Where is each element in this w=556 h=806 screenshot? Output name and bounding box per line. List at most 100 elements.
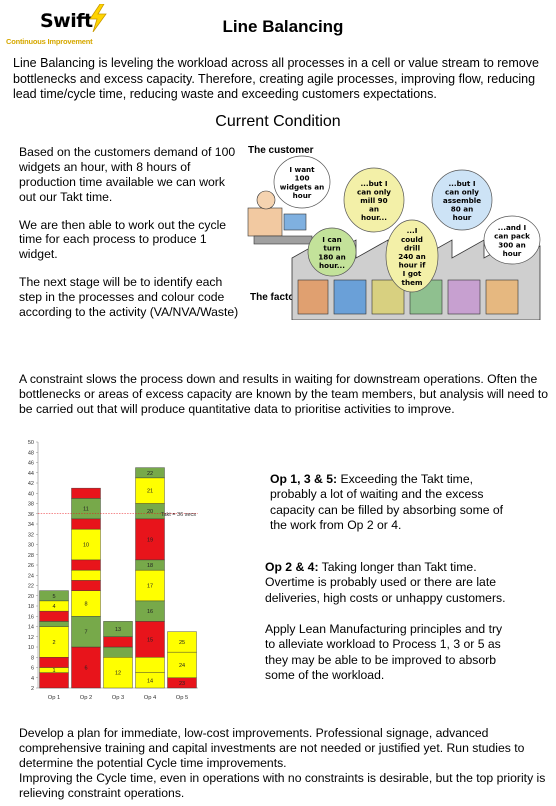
speech-bubble xyxy=(343,167,405,233)
speech-bubble-text: hour... xyxy=(319,261,345,270)
bar-segment xyxy=(135,621,165,658)
y-tick-label: 42 xyxy=(28,481,34,487)
speech-bubble xyxy=(385,219,439,293)
bar-segment xyxy=(103,636,133,648)
y-tick-label: 16 xyxy=(28,614,34,620)
logo-wordmark: Swift xyxy=(40,10,93,32)
y-tick-label: 6 xyxy=(31,666,34,672)
segment-label: 12 xyxy=(115,671,121,677)
speech-bubble xyxy=(307,227,357,277)
segment-label: 23 xyxy=(179,681,185,687)
y-tick-label: 8 xyxy=(31,655,34,661)
speech-bubble-text: 300 an xyxy=(498,240,525,249)
bar-segment xyxy=(71,646,101,689)
customer-figure-icon xyxy=(247,190,313,245)
y-tick-label: 26 xyxy=(28,563,34,569)
speech-bubble-text: can only xyxy=(445,187,479,196)
op-2-4-text: Taking longer than Takt time. Overtime i… xyxy=(265,560,506,605)
y-tick-label: 50 xyxy=(28,440,34,446)
speech-bubble-text: turn xyxy=(323,244,340,253)
factory-windows xyxy=(297,279,519,315)
next-stage-paragraph: The next stage will be to identify each … xyxy=(19,275,239,319)
constraint-paragraph: A constraint slows the process down and … xyxy=(19,372,549,416)
y-tick-label: 24 xyxy=(28,573,34,579)
segment-label: 8 xyxy=(84,601,87,607)
op-1-3-5-text: Exceeding the Takt time, probably a lot … xyxy=(270,472,504,532)
speech-bubble-text: hour xyxy=(503,249,522,258)
intro-paragraph: Line Balancing is leveling the workload … xyxy=(13,56,539,102)
op-1-3-5-label: Op 1, 3 & 5: xyxy=(270,472,338,486)
current-condition-text: Based on the customers demand of 100 wid… xyxy=(19,145,241,333)
bar-segment xyxy=(71,487,101,499)
bar-segment xyxy=(135,657,165,673)
bar-segment xyxy=(167,631,197,653)
x-tick-label: Op 2 xyxy=(80,695,93,701)
speech-bubble-text: ...I xyxy=(407,226,418,235)
segment-label: 10 xyxy=(83,543,89,549)
segment-label: 20 xyxy=(147,509,153,515)
y-tick-label: 30 xyxy=(28,543,34,549)
y-tick-label: 2 xyxy=(31,686,34,692)
speech-bubble-text: ...and I xyxy=(498,223,527,232)
customer-factory-cartoon: The customer The factory I want100widget… xyxy=(247,145,541,320)
apply-lean-note: Apply Lean Manufacturing principles and … xyxy=(265,622,503,682)
segment-label: 11 xyxy=(83,507,89,513)
x-tick-label: Op 5 xyxy=(176,695,189,701)
speech-bubble-text: hour... xyxy=(361,213,387,222)
bar-segment xyxy=(39,672,69,689)
y-tick-label: 38 xyxy=(28,502,34,508)
y-tick-label: 18 xyxy=(28,604,34,610)
speech-bubble-text: an xyxy=(369,205,379,214)
y-tick-label: 4 xyxy=(31,676,34,682)
speech-bubble-text: 100 xyxy=(294,174,309,183)
factory-label: The factory xyxy=(250,292,304,303)
segment-label: 7 xyxy=(84,630,87,636)
y-tick-label: 34 xyxy=(28,522,34,528)
bar-segment xyxy=(39,626,69,658)
bar-segment xyxy=(39,590,69,602)
speech-bubble xyxy=(483,215,541,265)
x-tick-label: Op 4 xyxy=(144,695,157,701)
bar-segment xyxy=(71,616,101,648)
speech-bubble xyxy=(273,155,331,209)
speech-bubble-text: hour xyxy=(293,191,312,200)
y-tick-label: 44 xyxy=(28,471,34,477)
speech-bubble-text: I want xyxy=(289,165,315,174)
priority-paragraph: Improving the Cycle time, even in operat… xyxy=(19,770,546,800)
segment-label: 2 xyxy=(52,640,55,646)
speech-bubble-text: mill 90 xyxy=(360,196,387,205)
speech-bubble-text: hour xyxy=(453,213,472,222)
speech-bubble-text: them xyxy=(402,278,423,287)
bar-segment xyxy=(103,621,133,637)
y-tick-label: 32 xyxy=(28,532,34,538)
takt-label: Takt = 36 secs xyxy=(161,512,197,518)
plan-paragraph: Develop a plan for immediate, low-cost i… xyxy=(19,726,525,770)
speech-bubble-text: widgets an xyxy=(280,182,324,191)
segment-label: 6 xyxy=(84,666,87,672)
segment-label: 16 xyxy=(147,609,153,615)
y-tick-label: 36 xyxy=(28,512,34,518)
segment-label: 14 xyxy=(147,678,153,684)
segment-label: 18 xyxy=(147,563,153,569)
segment-label: 22 xyxy=(147,471,153,477)
segment-label: 5 xyxy=(52,594,55,600)
bar-segment xyxy=(167,651,197,678)
bar-segment xyxy=(135,518,165,561)
page-title: Line Balancing xyxy=(222,17,344,36)
bar-segment xyxy=(39,610,69,622)
y-tick-label: 28 xyxy=(28,553,34,559)
speech-bubble-text: can only xyxy=(357,187,391,196)
bar-segment xyxy=(135,467,165,479)
bar-segment xyxy=(71,528,101,561)
bar-segment xyxy=(71,518,101,530)
y-tick-label: 20 xyxy=(28,594,34,600)
segment-label: 25 xyxy=(179,640,185,646)
speech-bubble xyxy=(431,169,493,231)
y-tick-label: 40 xyxy=(28,491,34,497)
segment-label: 17 xyxy=(147,584,153,590)
speech-bubble-text: ...but I xyxy=(448,179,475,188)
segment-label: 13 xyxy=(115,627,121,633)
speech-bubble-text: 80 an xyxy=(451,205,473,214)
speech-bubble-text: assemble xyxy=(443,196,481,205)
